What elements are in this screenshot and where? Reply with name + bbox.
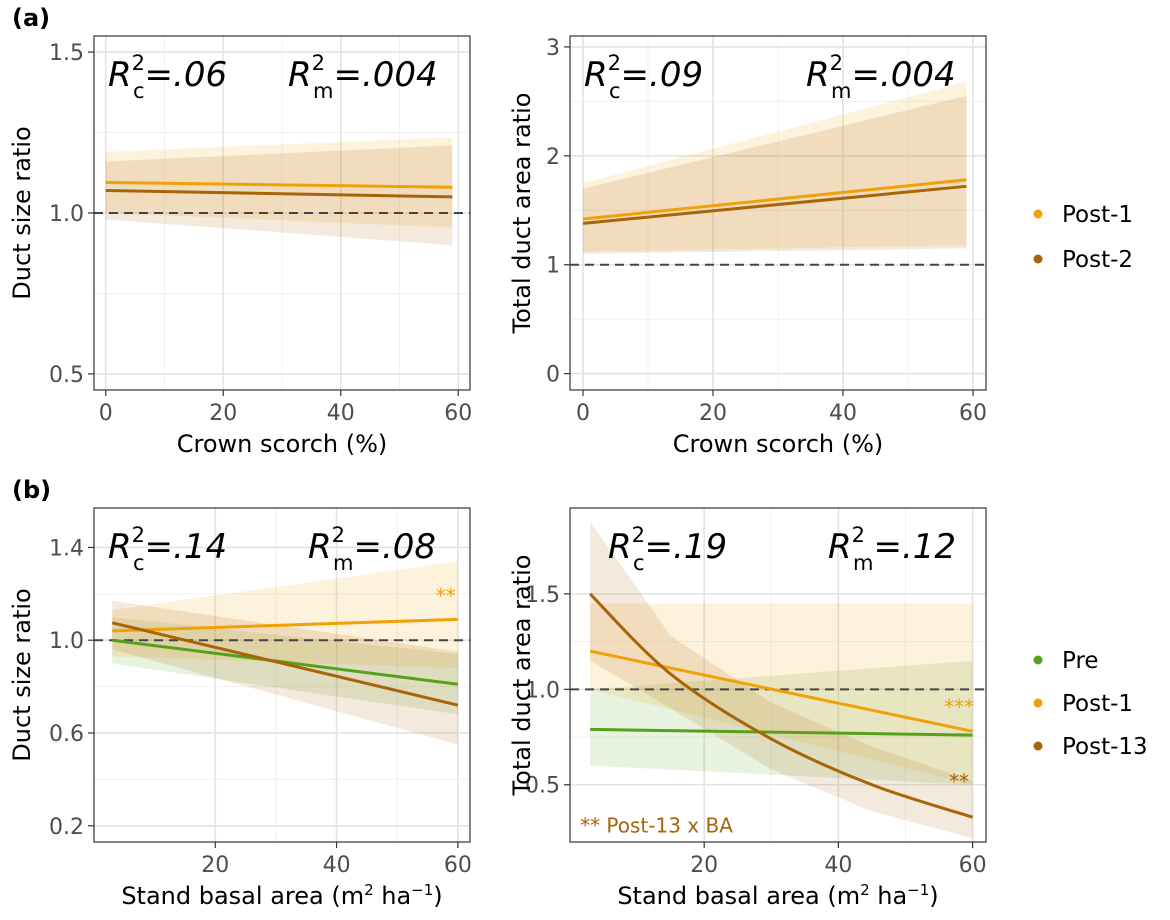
interaction-note: ** Post-13 x BA [580,813,733,837]
y-tick-label: 0 [546,363,560,388]
legend-b: Pre Post-1 Post-13 [1033,648,1148,760]
chart-b-duct-size: 20 40 60 0.2 0.6 1.0 1.4 Stand basal area (m2 h… [8,507,472,910]
plot-border [569,507,987,843]
x-tick-label: 40 [824,853,852,878]
legend-label-post-1: Post-1 [1062,202,1133,228]
y-tick-label: 0.6 [49,722,84,747]
y-tick-label: 0.5 [49,363,84,388]
ci-ribbon-post-1 [590,603,973,785]
panel-label-a: (a) [12,4,50,32]
ci-ribbon-post-13 [590,521,973,839]
x-tick-label: 60 [959,853,987,878]
panel-label-b: (b) [12,476,51,504]
legend-key-post-1 [1033,209,1043,219]
ci-ribbon-pre [112,617,458,715]
y-tick-label: 1.5 [49,41,84,66]
x-axis-title: Stand basal area (m2 ha−1) [121,881,442,910]
x-tick-label: 60 [444,853,472,878]
y-tick-label: 3 [546,36,560,61]
plot-area [570,508,986,842]
plot-area [94,508,470,842]
x-axis-title: Crown scorch (%) [177,430,388,458]
y-axis-title: Duct size ratio [8,588,36,761]
legend-label-post-13: Post-13 [1062,734,1148,760]
ci-ribbon-post-1 [112,561,458,668]
significance-marker: ** [949,770,969,794]
legend-label-post-2: Post-2 [1062,247,1133,273]
ci-ribbon-post-13 [112,600,458,745]
legend-key-pre [1033,655,1043,665]
x-tick-label: 40 [829,401,857,426]
series-line-pre [590,727,973,737]
series-line-post-1 [582,178,967,221]
y-tick-label: 1.5 [525,583,560,608]
legend-key-post-2 [1033,254,1043,264]
r2-m-label: R2 m=.12 [828,523,956,575]
r2-c-label: R2 c=.09 [584,51,703,103]
x-tick-label: 40 [323,853,351,878]
x-tick-label: 0 [576,401,590,426]
chart-a-total-duct-area: 0 20 40 60 0 1 2 3 Crown scorch (%) Total duct ar… [508,35,987,458]
y-tick-label: 0.5 [525,774,560,799]
y-tick-label: 2 [546,145,560,170]
y-axis-title: Total duct area ratio [508,93,536,335]
y-tick-label: 1.0 [49,629,84,654]
ci-ribbon-post-2 [105,145,453,246]
x-tick-label: 20 [699,401,727,426]
ci-ribbon-post-1 [105,137,453,228]
x-tick-label: 20 [209,401,237,426]
x-tick-label: 40 [327,401,355,426]
y-axis-title: Duct size ratio [8,126,36,299]
series-line-post-1 [105,180,453,189]
x-tick-label: 0 [99,401,113,426]
series-line-post-13 [589,592,974,819]
r2-m-label: R2 m=.08 [308,523,436,575]
r2-c-label: R2 c=.14 [108,523,227,575]
legend-label-pre: Pre [1062,648,1099,674]
significance-marker: ** [436,584,456,608]
series-line-post-2 [105,188,453,199]
chart-a-duct-size: 0 20 40 60 0.5 1.0 1.5 Crown scorch (%) Duct siz… [8,35,472,458]
x-tick-label: 20 [201,853,229,878]
chart-b-total-duct-area: 20 40 60 0.5 1.0 1.5 Stand basal area (m2 ha−1… [508,507,987,910]
ci-ribbon-pre [590,660,973,785]
y-axis-title: Total duct area ratio [508,555,536,797]
legend-key-post-13 [1033,741,1043,751]
series-line-post-1 [112,617,458,633]
series-line-post-13 [111,621,459,707]
y-tick-label: 1 [546,254,560,279]
x-tick-label: 60 [444,401,472,426]
x-tick-label: 60 [959,401,987,426]
x-axis-title: Crown scorch (%) [673,430,884,458]
r2-c-label: R2 c=.06 [108,51,227,103]
y-tick-label: 1.0 [525,678,560,703]
y-tick-label: 1.0 [49,202,84,227]
series-line-pre [112,638,459,686]
y-tick-label: 0.2 [49,815,84,840]
legend-label-post-1: Post-1 [1062,691,1133,717]
x-axis-title: Stand basal area (m2 ha−1) [617,881,938,910]
legend-key-post-1 [1033,698,1043,708]
series-line-post-2 [582,184,967,225]
x-tick-label: 20 [690,853,718,878]
plot-border [93,507,471,843]
r2-c-label: R2 c=.19 [608,523,727,575]
legend-a: Post-1 Post-2 [1033,202,1133,273]
y-tick-label: 1.4 [49,536,84,561]
plot-border [569,35,987,391]
series-line-post-1 [589,649,973,733]
significance-marker: *** [944,695,974,719]
